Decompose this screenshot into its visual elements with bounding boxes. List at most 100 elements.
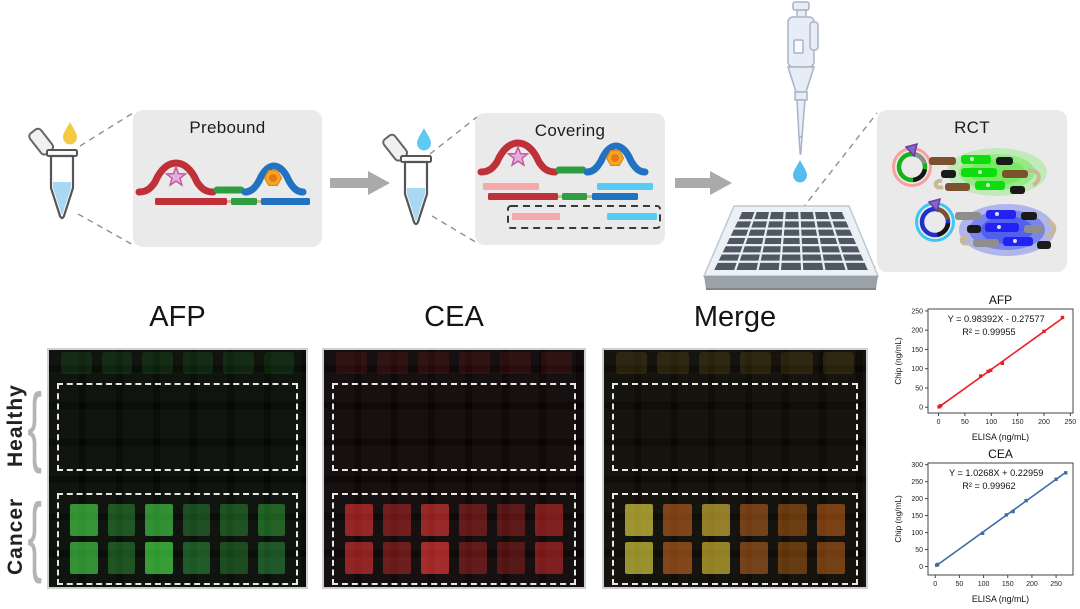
- assay-spot: [257, 504, 285, 536]
- svg-text:200: 200: [1038, 419, 1050, 426]
- assay-spot: [220, 504, 248, 536]
- assay-spot: [663, 542, 692, 574]
- afp-chart-svg: 0 50 100 150 200 250 0 50 100 150 200 250 AFP ELISA (…: [894, 294, 1077, 442]
- spot-grid: [59, 495, 296, 583]
- spot-grid: [334, 495, 574, 583]
- svg-text:100: 100: [911, 530, 923, 537]
- assay-spot: [497, 504, 525, 536]
- arrow-icon: [330, 171, 390, 195]
- svg-text:150: 150: [911, 513, 923, 520]
- tube-icon: [382, 128, 432, 226]
- brace-icon: {: [27, 485, 43, 584]
- svg-text:CEA: CEA: [988, 448, 1013, 461]
- droplet-icon: [63, 122, 77, 145]
- faint-spot: [336, 352, 367, 374]
- faint-spot: [263, 352, 294, 374]
- faint-spot: [616, 352, 648, 374]
- prebound-label: Prebound: [189, 118, 266, 137]
- arrow-icon: [675, 171, 732, 195]
- svg-text:100: 100: [985, 419, 997, 426]
- faint-spot: [142, 352, 173, 374]
- svg-text:150: 150: [1012, 419, 1024, 426]
- svg-text:AFP: AFP: [989, 294, 1012, 307]
- assay-spot: [70, 542, 98, 574]
- faint-spot: [223, 352, 254, 374]
- healthy-region-box: [612, 383, 858, 471]
- svg-text:Chip (ng/mL): Chip (ng/mL): [894, 337, 903, 385]
- svg-text:250: 250: [911, 479, 923, 486]
- faint-spot: [101, 352, 132, 374]
- faint-spot: [740, 352, 772, 374]
- rct-step-card: RCT: [877, 110, 1067, 272]
- covering-label: Covering: [534, 121, 606, 140]
- svg-text:ELISA (ng/mL): ELISA (ng/mL): [972, 594, 1029, 604]
- assay-spot: [182, 542, 210, 574]
- assay-spot: [740, 542, 769, 574]
- assay-spot: [220, 542, 248, 574]
- covering-step-card: Covering: [475, 113, 665, 245]
- cancer-region-box: [332, 493, 576, 585]
- faint-spot: [781, 352, 813, 374]
- svg-text:Y = 1.0268X + 0.22959: Y = 1.0268X + 0.22959: [949, 468, 1043, 478]
- svg-text:50: 50: [961, 419, 969, 426]
- healthy-region-box: [57, 383, 298, 471]
- chip-icon: [702, 205, 880, 290]
- assay-spot: [107, 542, 135, 574]
- svg-text:0: 0: [919, 405, 923, 412]
- assay-spot: [145, 504, 173, 536]
- healthy-region-box: [332, 383, 576, 471]
- assay-spot: [816, 542, 845, 574]
- assay-spot: [182, 504, 210, 536]
- faint-spot-row: [61, 352, 294, 374]
- merge-fluorescence-panel: [602, 348, 868, 589]
- svg-text:0: 0: [933, 581, 937, 588]
- svg-text:300: 300: [911, 462, 923, 469]
- cancer-region-box: [57, 493, 298, 585]
- droplet-icon: [417, 128, 431, 151]
- assay-spot: [70, 504, 98, 536]
- panel-label-afp: AFP: [149, 301, 206, 333]
- svg-text:0: 0: [937, 419, 941, 426]
- assay-spot: [778, 542, 807, 574]
- row-label-cancer: Cancer: [4, 497, 27, 575]
- svg-text:200: 200: [911, 496, 923, 503]
- svg-text:150: 150: [1002, 581, 1014, 588]
- panel-label-cea: CEA: [424, 301, 484, 333]
- tube-icon: [28, 122, 78, 220]
- brace-icon: {: [27, 375, 43, 474]
- svg-text:150: 150: [911, 347, 923, 354]
- prebound-step-card: Prebound: [133, 110, 322, 247]
- svg-text:R² = 0.99962: R² = 0.99962: [962, 481, 1015, 491]
- svg-text:50: 50: [956, 581, 964, 588]
- cea-chart-svg: 0 50 100 150 200 250 0 50 100 150 200 250 300 CEA ELIS…: [894, 448, 1074, 604]
- assay-spot: [345, 542, 373, 574]
- svg-text:Y = 0.98392X - 0.27577: Y = 0.98392X - 0.27577: [948, 314, 1045, 324]
- svg-text:ELISA (ng/mL): ELISA (ng/mL): [972, 432, 1029, 442]
- rct-label: RCT: [954, 118, 990, 137]
- faint-spot: [182, 352, 213, 374]
- cea-calibration-chart: 0 50 100 150 200 250 0 50 100 150 200 250 300 CEA ELIS…: [893, 448, 1080, 606]
- assay-spot: [663, 504, 692, 536]
- pipette-icon: [786, 1, 819, 155]
- faint-spot: [657, 352, 689, 374]
- assay-spot: [816, 504, 845, 536]
- assay-spot: [383, 542, 411, 574]
- svg-text:0: 0: [919, 564, 923, 571]
- assay-spot: [459, 542, 487, 574]
- assay-spot: [345, 504, 373, 536]
- spot-grid: [614, 495, 856, 583]
- svg-text:50: 50: [915, 385, 923, 392]
- panel-label-merge: Merge: [693, 301, 777, 333]
- faint-spot: [500, 352, 531, 374]
- assay-spot: [535, 542, 563, 574]
- svg-text:250: 250: [1065, 419, 1077, 426]
- faint-spot: [377, 352, 408, 374]
- assay-spot: [701, 504, 730, 536]
- cancer-region-box: [612, 493, 858, 585]
- assay-spot: [257, 542, 285, 574]
- assay-spot: [421, 542, 449, 574]
- assay-spot: [778, 504, 807, 536]
- assay-spot: [497, 542, 525, 574]
- assay-spot: [701, 542, 730, 574]
